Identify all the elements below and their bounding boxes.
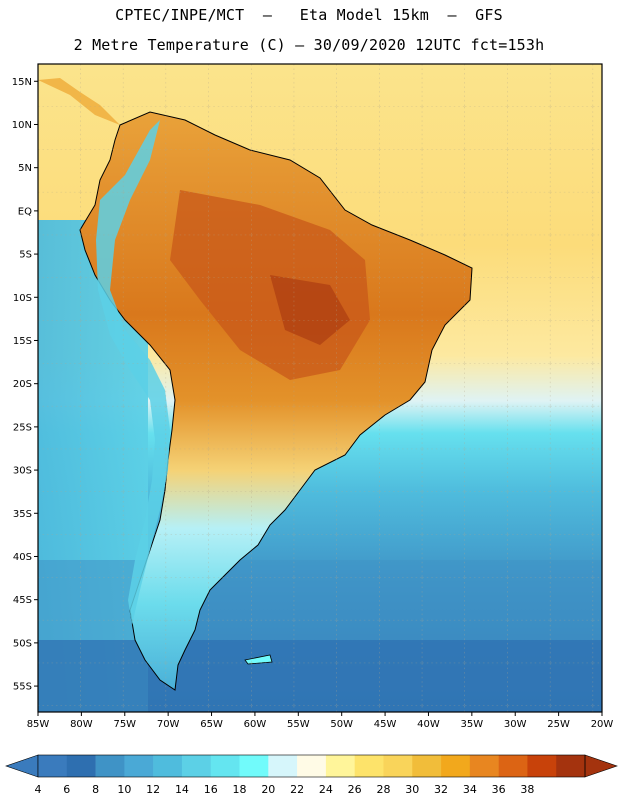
colorbar-swatch xyxy=(153,755,183,777)
colorbar-swatch xyxy=(124,755,154,777)
colorbar: 4 6 8 10 12 14 16 18 20 22 24 26 28 30 32 34 36 38 xyxy=(5,754,618,796)
colorbar-swatch xyxy=(498,755,528,777)
chart-title-line2: 2 Metre Temperature (C) – 30/09/2020 12U… xyxy=(73,36,545,54)
lon-tick-label: 65W xyxy=(200,719,223,730)
colorbar-label: 24 xyxy=(319,783,333,796)
colorbar-swatch xyxy=(297,755,327,777)
colorbar-label: 22 xyxy=(290,783,304,796)
colorbar-swatch xyxy=(441,755,471,777)
colorbar-swatch xyxy=(38,755,68,777)
colorbar-label: 30 xyxy=(405,783,419,796)
lat-tick-label: 35S xyxy=(13,509,32,520)
lon-tick-label: 40W xyxy=(417,719,440,730)
colorbar-label: 34 xyxy=(463,783,477,796)
map-field xyxy=(38,64,602,712)
lat-tick-label: 30S xyxy=(13,466,32,477)
lat-tick-label: 15N xyxy=(12,77,32,88)
colorbar-label: 18 xyxy=(233,783,247,796)
colorbar-swatch xyxy=(210,755,240,777)
colorbar-swatch xyxy=(354,755,384,777)
colorbar-label: 10 xyxy=(117,783,131,796)
colorbar-swatch xyxy=(181,755,212,777)
colorbar-swatch xyxy=(556,755,586,777)
chart-title-line1: CPTEC/INPE/MCT – Eta Model 15km – GFS xyxy=(115,6,503,24)
lat-tick-label: 25S xyxy=(13,422,32,433)
colorbar-swatch xyxy=(95,755,125,777)
colorbar-swatch xyxy=(412,755,442,777)
colorbar-arrow-right xyxy=(584,754,618,778)
colorbar-label: 8 xyxy=(92,783,99,796)
lat-tick-label: 15S xyxy=(13,336,32,347)
lon-tick-label: 55W xyxy=(287,719,310,730)
colorbar-label: 6 xyxy=(63,783,70,796)
lat-tick-label: 10S xyxy=(13,293,32,304)
lon-tick-label: 85W xyxy=(27,719,50,730)
lat-tick-label: 10N xyxy=(12,120,32,131)
lon-tick-label: 35W xyxy=(461,719,484,730)
lon-tick-label: 45W xyxy=(374,719,397,730)
lon-tick-label: 30W xyxy=(504,719,527,730)
colorbar-border xyxy=(37,754,586,778)
colorbar-label: 26 xyxy=(348,783,362,796)
colorbar-swatch xyxy=(469,755,499,777)
lat-tick-label: EQ xyxy=(18,206,32,217)
lat-tick-label: 45S xyxy=(13,595,32,606)
lon-tick-label: 75W xyxy=(113,719,136,730)
lon-tick-label: 80W xyxy=(70,719,93,730)
colorbar-swatch xyxy=(325,755,355,777)
colorbar-label: 20 xyxy=(261,783,275,796)
colorbar-arrow-left xyxy=(5,754,39,778)
colorbar-swatch xyxy=(527,755,557,777)
lat-tick-label: 20S xyxy=(13,379,32,390)
lon-tick-label: 25W xyxy=(547,719,570,730)
colorbar-label: 32 xyxy=(434,783,448,796)
lon-tick-label: 50W xyxy=(330,719,353,730)
colorbar-label: 36 xyxy=(492,783,506,796)
colorbar-label: 4 xyxy=(35,783,42,796)
colorbar-label: 38 xyxy=(520,783,534,796)
colorbar-label: 28 xyxy=(376,783,390,796)
lon-tick-label: 70W xyxy=(157,719,180,730)
colorbar-swatch xyxy=(268,755,298,777)
lat-tick-label: 55S xyxy=(13,682,32,693)
map-frame xyxy=(37,63,603,713)
colorbar-swatch xyxy=(239,755,269,777)
latitude-axis: 15N 10N 5N EQ 5S 10S 15S 20S 25S 30S 35S 40S 45S 50S 5… xyxy=(12,77,38,693)
graticule xyxy=(38,64,602,712)
colorbar-label: 14 xyxy=(175,783,189,796)
lat-tick-label: 5S xyxy=(19,250,32,261)
lon-tick-label: 60W xyxy=(244,719,267,730)
lon-tick-label: 20W xyxy=(591,719,614,730)
lat-tick-label: 40S xyxy=(13,552,32,563)
longitude-axis: 85W 80W 75W 70W 65W 60W 55W 50W 45W 40W 35W 30W 25W 2… xyxy=(27,712,614,730)
lat-tick-label: 5N xyxy=(18,163,32,174)
colorbar-swatch xyxy=(66,755,96,777)
colorbar-label: 16 xyxy=(204,783,218,796)
lat-tick-label: 50S xyxy=(13,638,32,649)
colorbar-swatch xyxy=(383,755,413,777)
colorbar-label: 12 xyxy=(146,783,160,796)
